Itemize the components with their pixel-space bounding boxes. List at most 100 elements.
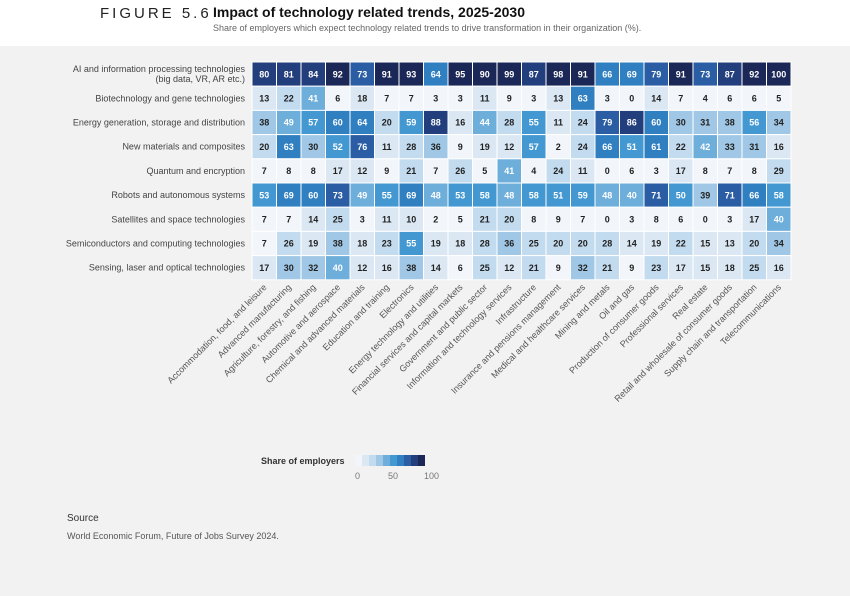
heatmap-cell	[496, 255, 522, 281]
heatmap-cell-value: 30	[284, 263, 294, 273]
heatmap-cell	[643, 109, 669, 136]
heatmap-cell-value: 51	[627, 142, 637, 152]
heatmap-cell	[325, 109, 351, 136]
heatmap-cell	[398, 134, 424, 160]
heatmap-cell	[349, 182, 375, 208]
heatmap-cell-value: 34	[774, 239, 784, 249]
heatmap-cell-value: 41	[504, 166, 514, 176]
heatmap-cell	[766, 158, 792, 184]
heatmap-cell-value: 26	[284, 239, 294, 249]
heatmap-cell-value: 92	[333, 69, 343, 79]
heatmap-cell	[349, 85, 375, 111]
heatmap-cell-value: 19	[308, 239, 318, 249]
row-label: Energy generation, storage and distribut…	[73, 118, 245, 128]
heatmap-cell-value: 91	[578, 69, 588, 79]
legend-swatch	[397, 455, 404, 466]
heatmap-cell-value: 25	[480, 263, 490, 273]
legend-color-bar	[355, 455, 425, 466]
heatmap-cell	[766, 134, 792, 160]
heatmap-cell-value: 57	[529, 142, 539, 152]
heatmap-cell	[619, 61, 645, 87]
heatmap-cell-value: 59	[406, 118, 416, 128]
heatmap-cell-value: 20	[504, 215, 514, 225]
heatmap-cell-value: 24	[578, 118, 588, 128]
heatmap-cell-value: 73	[357, 69, 367, 79]
legend-tick-max: 100	[424, 471, 440, 481]
heatmap-cell	[692, 182, 718, 208]
heatmap-cell-value: 0	[605, 166, 610, 176]
heatmap-cell-value: 6	[678, 215, 683, 225]
heatmap-cell-value: 91	[382, 69, 392, 79]
heatmap-cell-value: 14	[651, 94, 661, 104]
heatmap-cell	[276, 109, 302, 136]
heatmap-cell	[472, 206, 498, 232]
heatmap-cell	[766, 182, 792, 208]
legend-title: Share of employers	[261, 456, 345, 466]
heatmap-cell-value: 31	[749, 142, 759, 152]
heatmap-cell-value: 6	[335, 94, 340, 104]
heatmap-cell-value: 79	[651, 69, 661, 79]
heatmap-cell	[643, 61, 669, 87]
heatmap-cell-value: 56	[749, 118, 759, 128]
heatmap-cell	[423, 230, 449, 257]
heatmap-cell	[619, 158, 645, 184]
heatmap-cell-value: 15	[700, 263, 710, 273]
heatmap-cell-value: 84	[308, 69, 318, 79]
heatmap-cell-value: 3	[458, 94, 463, 104]
heatmap-chart: 80 81 84 92 73 91 93 64 95 90 99 87 98 91 66 69 79 91 73 87…	[66, 61, 792, 404]
legend-swatch	[411, 455, 418, 466]
heatmap-cell-value: 60	[308, 190, 318, 200]
heatmap-cell-value: 38	[259, 118, 269, 128]
heatmap-cell-value: 14	[308, 215, 318, 225]
heatmap-cell-value: 59	[578, 190, 588, 200]
row-label: Biotechnology and gene technologies	[95, 93, 245, 103]
column-label: Accommodation, food, and leisure	[165, 282, 268, 385]
heatmap-cell-value: 17	[676, 166, 686, 176]
heatmap-cell	[521, 182, 547, 208]
heatmap-cell-value: 9	[507, 94, 512, 104]
heatmap-cell	[349, 255, 375, 281]
heatmap-cell-value: 20	[578, 239, 588, 249]
heatmap-cell-value: 49	[284, 118, 294, 128]
heatmap-cell-value: 24	[578, 142, 588, 152]
heatmap-cell-value: 86	[627, 118, 637, 128]
heatmap-cell-value: 69	[627, 69, 637, 79]
heatmap-cell-value: 36	[504, 239, 514, 249]
heatmap-cell	[251, 85, 277, 111]
heatmap-cell-value: 11	[382, 142, 392, 152]
heatmap-cell	[594, 206, 620, 232]
heatmap-cell-value: 5	[776, 94, 781, 104]
heatmap-cell-value: 53	[455, 190, 465, 200]
row-label: AI and information processing technologi…	[73, 64, 246, 84]
heatmap-cell-value: 11	[382, 215, 392, 225]
heatmap-cell-value: 3	[629, 215, 634, 225]
heatmap-cell-value: 58	[480, 190, 490, 200]
heatmap-cell	[300, 158, 326, 184]
heatmap-cell-value: 13	[259, 94, 269, 104]
chart-subtitle: Share of employers which expect technolo…	[213, 23, 642, 33]
row-label: Quantum and encryption	[146, 166, 245, 176]
heatmap-cell-value: 29	[774, 166, 784, 176]
legend-tick-min: 0	[355, 471, 361, 481]
heatmap-cell	[374, 109, 400, 136]
heatmap-cell-value: 55	[382, 190, 392, 200]
heatmap-cell	[668, 206, 694, 232]
heatmap-cell	[766, 230, 792, 257]
heatmap-cell-value: 14	[627, 239, 637, 249]
heatmap-cell	[496, 182, 522, 208]
heatmap-cell-value: 22	[284, 94, 294, 104]
heatmap-cell-value: 20	[749, 239, 759, 249]
heatmap-cell	[251, 230, 277, 257]
heatmap-cell-value: 41	[308, 94, 318, 104]
heatmap-cell	[496, 158, 522, 184]
heatmap-cell-value: 0	[605, 215, 610, 225]
heatmap-cell-value: 48	[504, 190, 514, 200]
heatmap-cell-value: 9	[629, 263, 634, 273]
heatmap-cell-value: 3	[654, 166, 659, 176]
heatmap-cell	[472, 158, 498, 184]
heatmap-cell-value: 40	[627, 190, 637, 200]
legend-swatch	[404, 455, 411, 466]
heatmap-cell-value: 64	[431, 69, 441, 79]
legend-swatch	[369, 455, 376, 466]
heatmap-cell-value: 44	[480, 118, 490, 128]
